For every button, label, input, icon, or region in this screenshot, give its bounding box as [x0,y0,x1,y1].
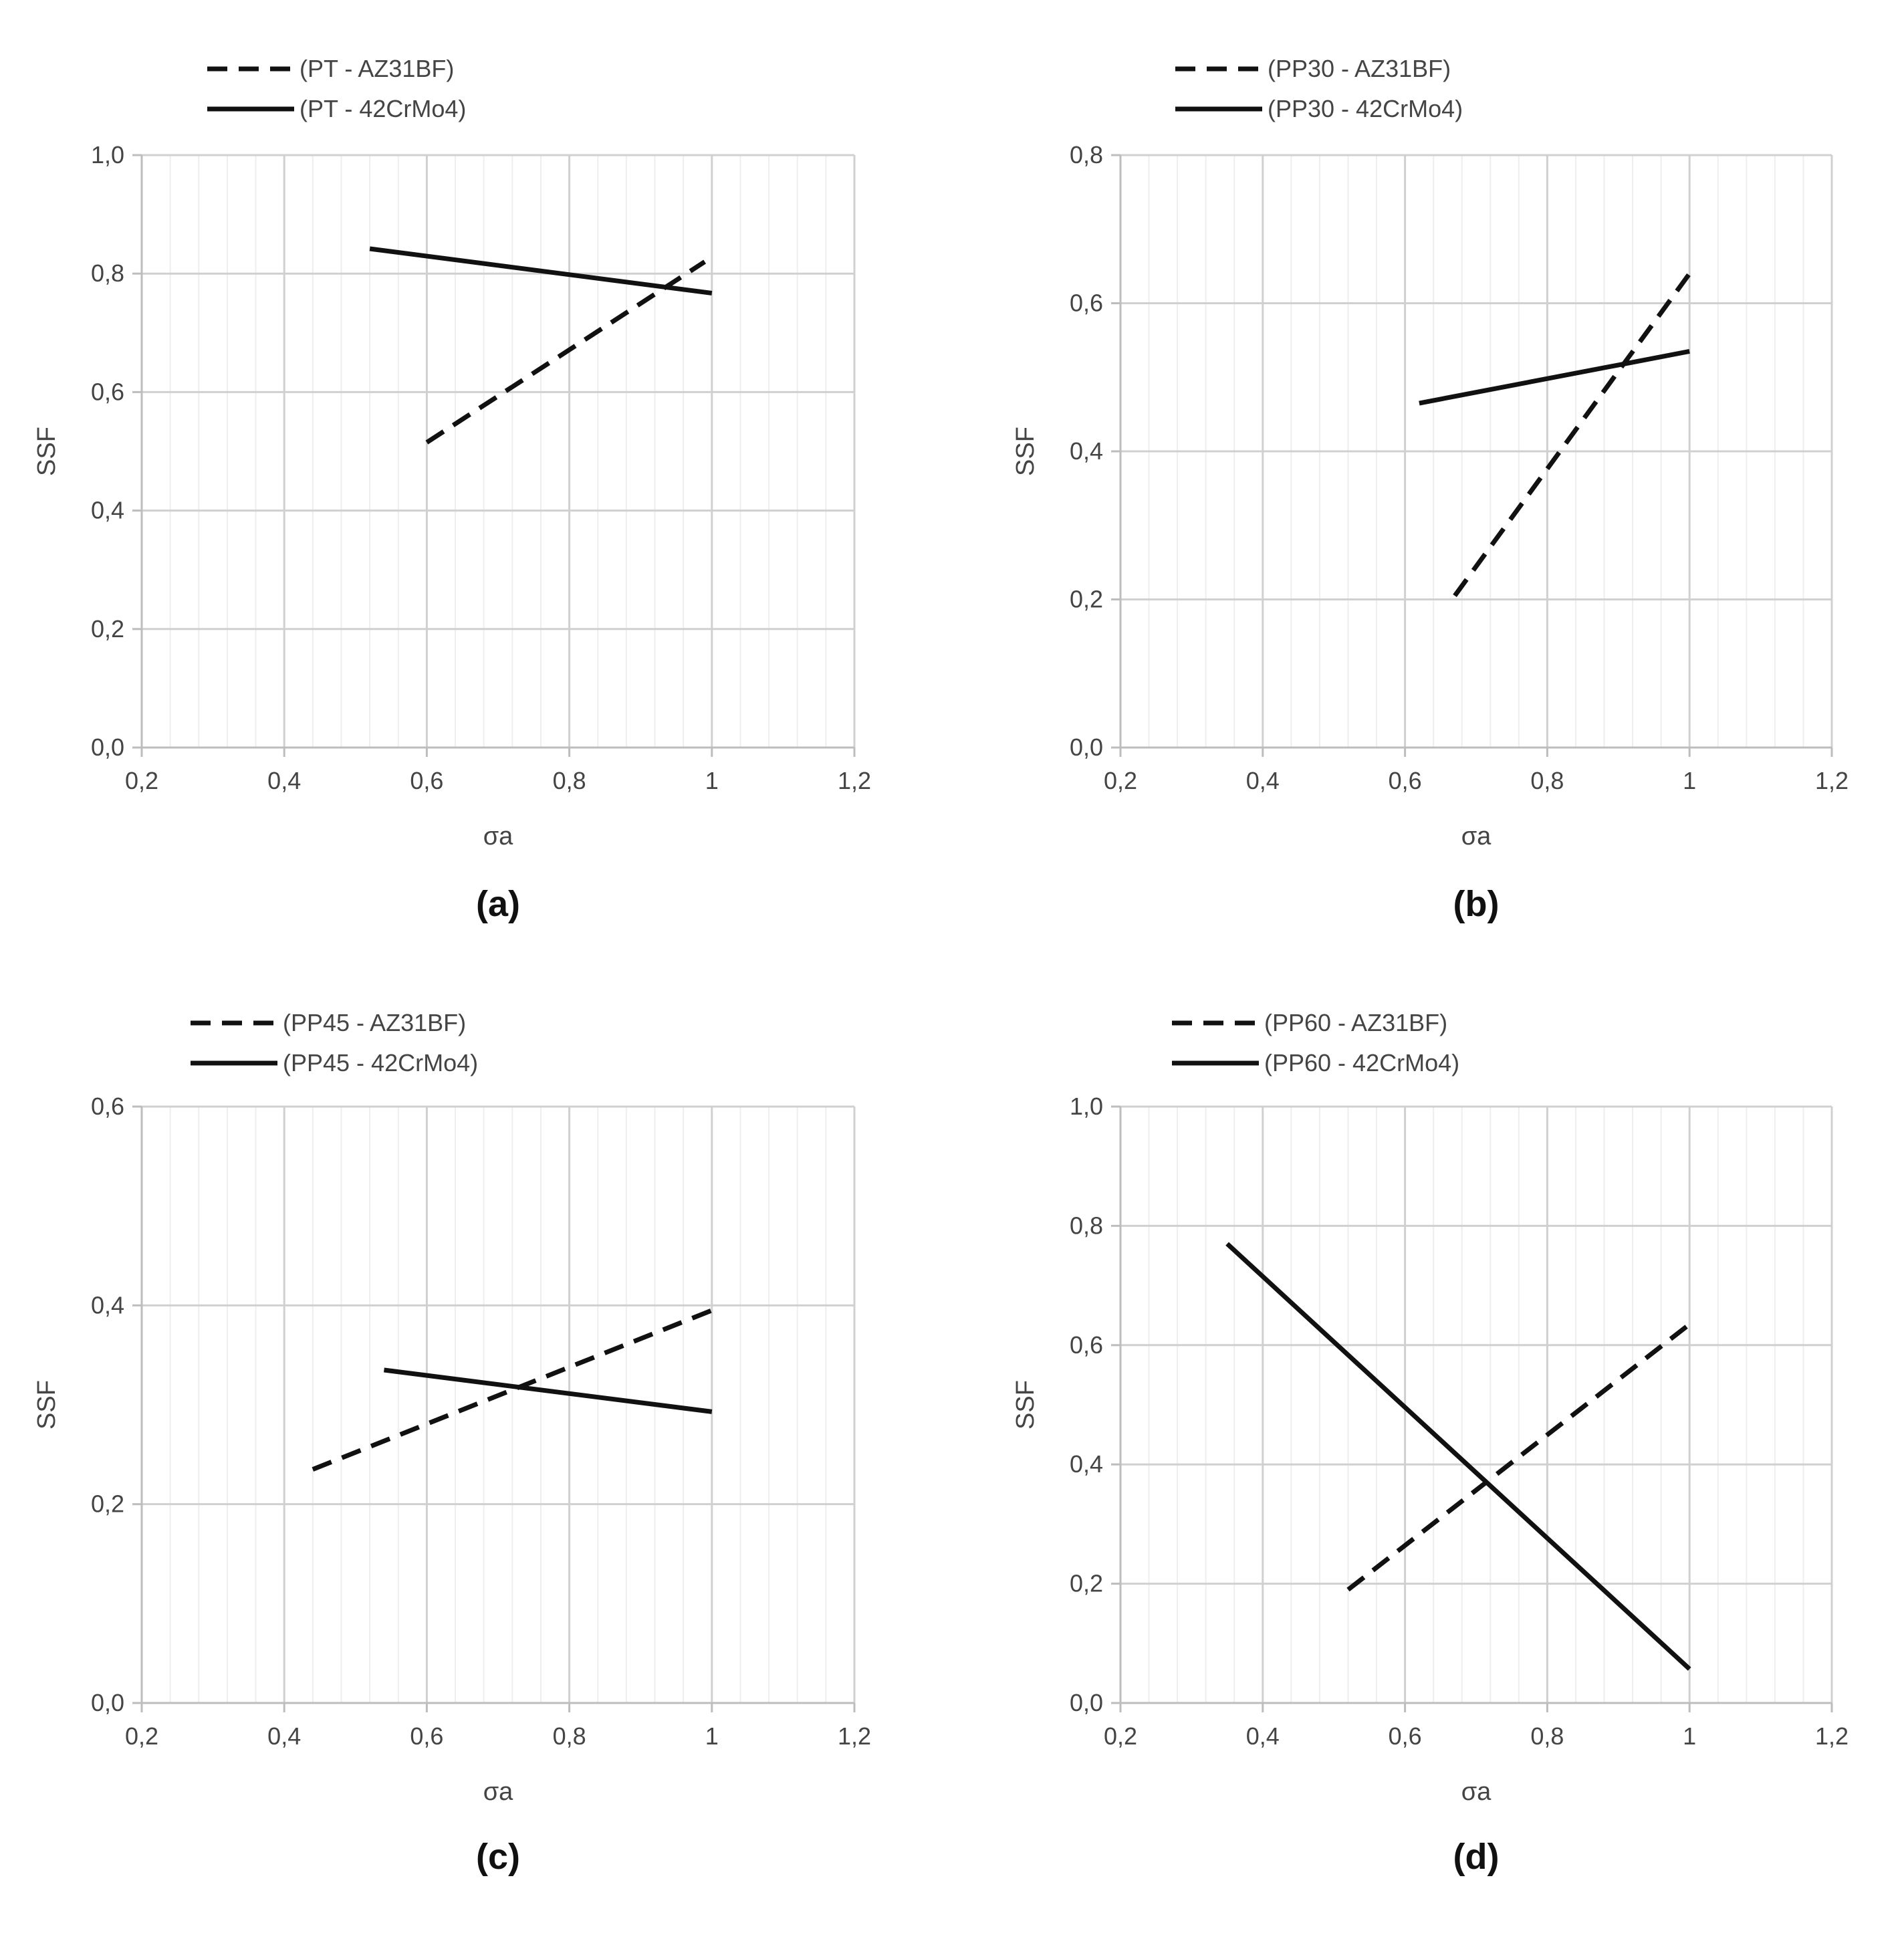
x-axis-title: σa [1461,1778,1492,1806]
legend-label: (PP60 - 42CrMo4) [1264,1049,1459,1076]
legend-label: (PP30 - AZ31BF) [1268,55,1451,82]
y-tick-label: 1,0 [91,141,124,168]
x-tick-label: 1 [705,767,719,794]
x-tick-label: 0,6 [410,1722,443,1750]
series-line-az31bf [1346,1322,1691,1592]
legend-label: (PT - 42CrMo4) [300,95,466,122]
y-tick-label: 0,4 [1070,1450,1103,1478]
y-tick-label: 0,2 [1070,1570,1103,1597]
x-tick-label: 0,2 [125,1722,158,1750]
x-tick-label: 0,2 [1104,1722,1137,1750]
legend: (PT - AZ31BF) (PT - 42CrMo4) [207,55,466,122]
x-tick-label: 1 [1683,767,1696,794]
x-tick-label: 0,2 [1104,767,1137,794]
chart-panel-a: 0,2 0,4 0,6 0,8 1 1,20,00,20,40,60,81,0σaSSF(… [33,55,871,924]
y-tick-label: 0,8 [1070,1212,1103,1239]
y-tick-label: 0,2 [1070,586,1103,613]
panel-label: (c) [476,1837,520,1877]
x-tick-label: 1,2 [1815,767,1849,794]
y-tick-label: 0,8 [1070,141,1103,168]
legend-label: (PP60 - AZ31BF) [1264,1009,1447,1036]
x-tick-label: 1,2 [838,1722,871,1750]
gridlines [1119,1105,1833,1704]
x-tick-label: 0,8 [1530,767,1564,794]
x-tick-label: 0,4 [1246,1722,1280,1750]
legend: (PP60 - AZ31BF) (PP60 - 42CrMo4) [1172,1009,1459,1076]
x-tick-label: 0,6 [1389,767,1422,794]
y-axis-title: SSF [1012,427,1040,476]
y-tick-label: 0,0 [91,733,124,761]
y-axis-title: SSF [1012,1380,1040,1430]
x-tick-label: 0,6 [1389,1722,1422,1750]
x-tick-label: 0,8 [553,767,586,794]
x-axis-title: σa [483,822,513,850]
series-line-az31bf [312,1308,713,1472]
y-tick-label: 1,0 [1070,1093,1103,1120]
panel-label: (b) [1453,884,1500,924]
gridlines [140,1105,856,1704]
y-tick-label: 0,6 [1070,290,1103,317]
x-axis-title: σa [483,1778,513,1806]
legend-label: (PT - AZ31BF) [300,55,454,82]
series-line-42crmo4 [369,246,713,296]
x-tick-label: 0,4 [1246,767,1280,794]
y-axis-title: SSF [33,427,61,476]
gridlines [140,154,856,749]
y-tick-label: 0,2 [91,1490,124,1518]
series-line-az31bf [425,259,707,445]
legend-label: (PP30 - 42CrMo4) [1268,95,1463,122]
series-line-az31bf [1453,272,1692,598]
x-tick-label: 1 [1683,1722,1696,1750]
y-tick-label: 0,2 [91,615,124,643]
x-tick-label: 0,6 [410,767,443,794]
legend-label: (PP45 - 42CrMo4) [283,1049,478,1076]
y-tick-label: 0,6 [91,378,124,405]
y-tick-label: 0,4 [1070,437,1103,465]
x-tick-label: 0,4 [267,767,301,794]
chart-panel-b: 0,2 0,4 0,6 0,8 1 1,20,00,20,40,60,8σaSSF(PP3… [1012,55,1849,924]
x-tick-label: 0,8 [1530,1722,1564,1750]
series-line-42crmo4 [1419,349,1690,406]
y-tick-label: 0,8 [91,259,124,287]
series-line-42crmo4 [1225,1242,1691,1671]
y-axis-title: SSF [33,1380,61,1430]
x-axis-title: σa [1461,822,1492,850]
y-tick-label: 0,0 [1070,1689,1103,1716]
x-tick-label: 0,2 [125,767,158,794]
gridlines [1119,154,1833,749]
series-line-42crmo4 [383,1367,713,1414]
legend-label: (PP45 - AZ31BF) [283,1009,466,1036]
x-tick-label: 0,8 [553,1722,586,1750]
y-tick-label: 0,0 [1070,733,1103,761]
legend: (PP30 - AZ31BF) (PP30 - 42CrMo4) [1175,55,1463,122]
y-tick-label: 0,4 [91,1291,124,1319]
panel-label: (a) [476,884,520,924]
x-tick-label: 1,2 [1815,1722,1849,1750]
y-tick-label: 0,6 [91,1093,124,1120]
panel-label: (d) [1453,1837,1500,1877]
x-tick-label: 1 [705,1722,719,1750]
x-tick-label: 1,2 [838,767,871,794]
y-tick-label: 0,6 [1070,1331,1103,1359]
chart-panel-d: 0,2 0,4 0,6 0,8 1 1,20,00,20,40,60,81,0σaSSF(… [1012,1009,1849,1877]
y-tick-label: 0,4 [91,497,124,524]
legend: (PP45 - AZ31BF) (PP45 - 42CrMo4) [191,1009,478,1076]
y-tick-label: 0,0 [91,1689,124,1716]
x-tick-label: 0,4 [267,1722,301,1750]
